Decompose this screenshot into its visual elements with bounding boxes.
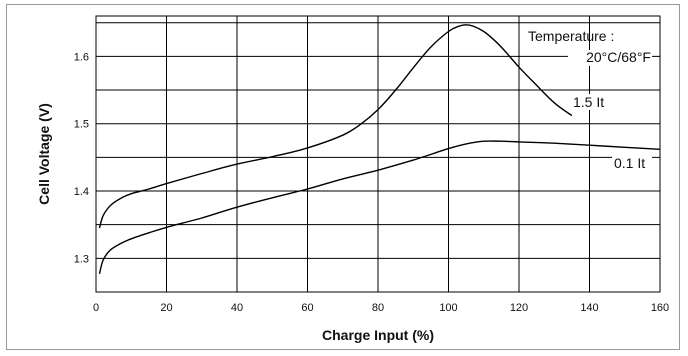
x-tick-label-40: 40 bbox=[231, 302, 243, 314]
series-label-0-1-it: 0.1 It bbox=[614, 155, 645, 171]
x-tick-label-160: 160 bbox=[651, 302, 669, 314]
temperature-value: 20°C/68°F bbox=[586, 49, 651, 65]
y-tick-label-1.3: 1.3 bbox=[74, 253, 89, 265]
x-tick-label-120: 120 bbox=[510, 302, 528, 314]
x-tick-label-0: 0 bbox=[93, 302, 99, 314]
x-tick-label-140: 140 bbox=[580, 302, 598, 314]
series-line-0-1-it bbox=[98, 140, 661, 274]
grid-layer bbox=[96, 16, 660, 292]
y-tick-label-1.5: 1.5 bbox=[74, 119, 89, 131]
series-line-1-5-it bbox=[98, 24, 573, 229]
x-tick-label-60: 60 bbox=[301, 302, 313, 314]
temperature-label-background bbox=[568, 50, 652, 66]
y-tick-label-1.4: 1.4 bbox=[74, 186, 89, 198]
x-tick-label-20: 20 bbox=[160, 302, 172, 314]
tick-layer: 0 20 40 60 80 100 120 140 160 1.3 1.4 1.5 1.6 bbox=[74, 51, 669, 314]
series-layer bbox=[98, 24, 661, 274]
x-tick-label-80: 80 bbox=[372, 302, 384, 314]
x-tick-label-100: 100 bbox=[439, 302, 457, 314]
series-label-1-5-it: 1.5 It bbox=[573, 94, 604, 110]
series-label-background-1-5-it bbox=[571, 94, 613, 110]
y-axis-title: Cell Voltage (V) bbox=[36, 103, 52, 205]
temperature-label: Temperature : bbox=[528, 28, 614, 44]
y-tick-label-1.6: 1.6 bbox=[74, 51, 89, 63]
series-label-background-0-1-it bbox=[612, 156, 652, 172]
x-axis-title: Charge Input (%) bbox=[322, 327, 434, 343]
plot-border bbox=[95, 15, 661, 293]
